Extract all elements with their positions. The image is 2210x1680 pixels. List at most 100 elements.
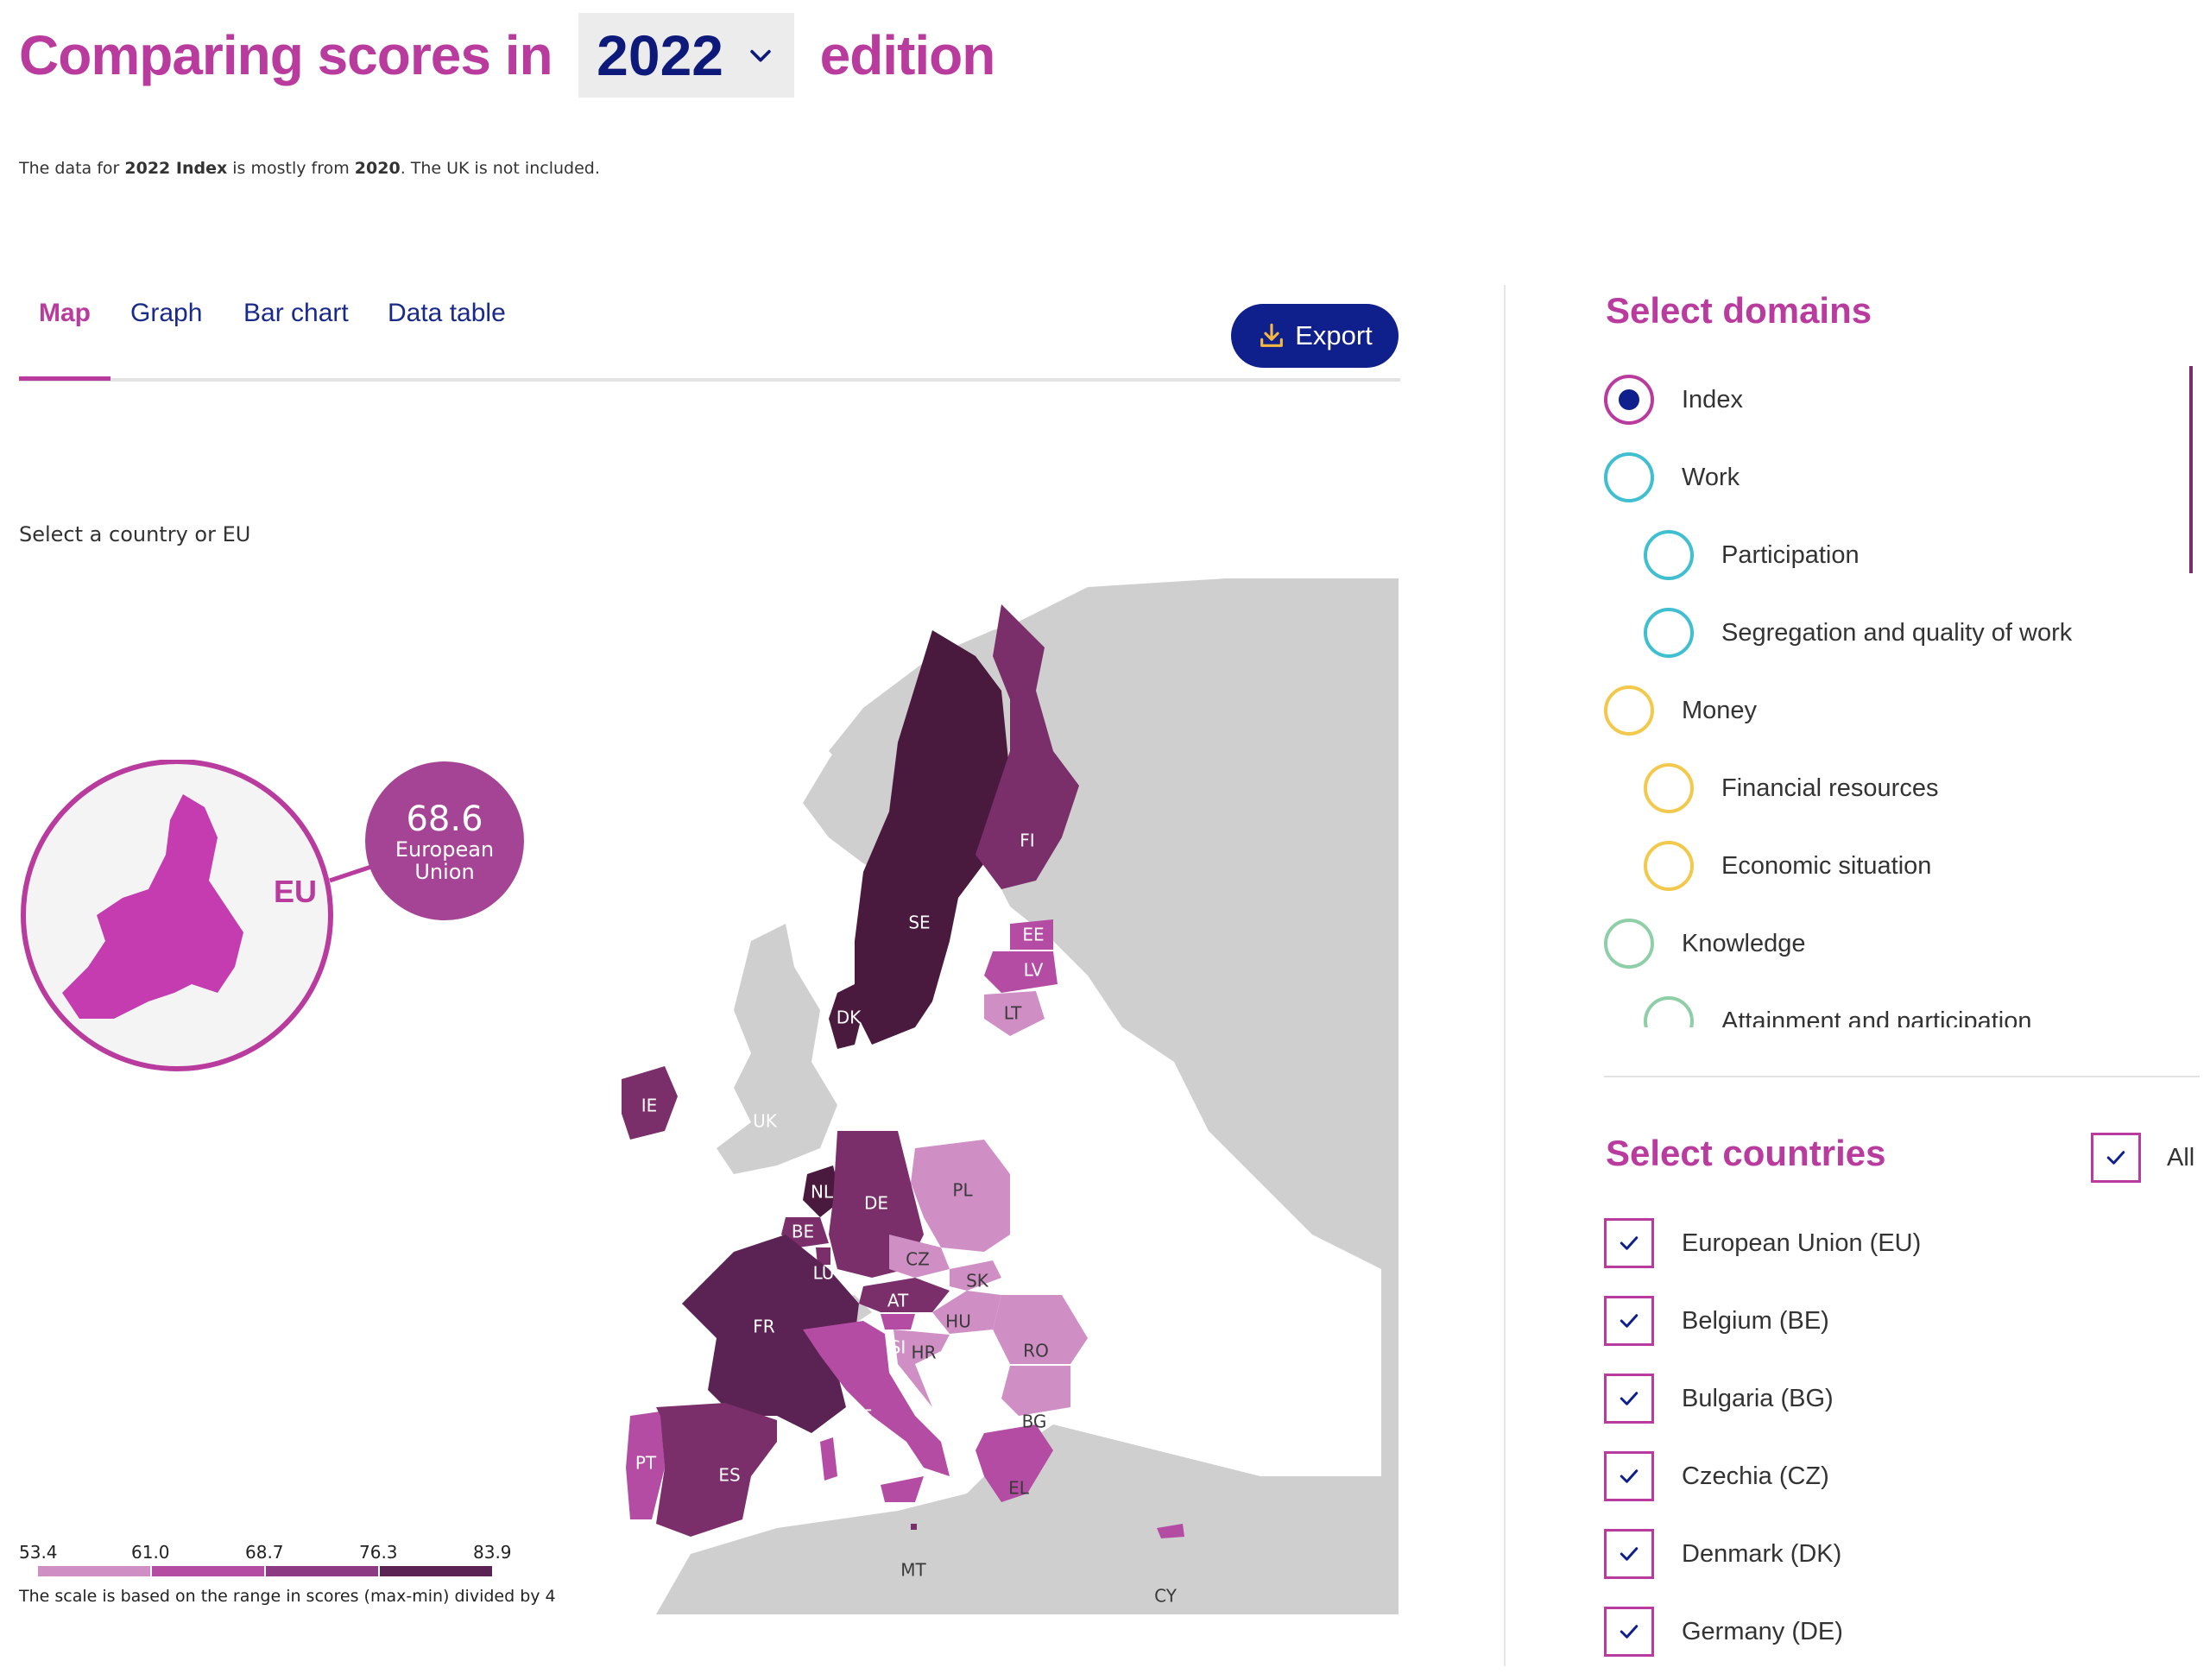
- country-hr[interactable]: [893, 1329, 950, 1407]
- data-note-text: . The UK is not included.: [400, 159, 600, 178]
- eu-score-circle: [365, 761, 524, 920]
- check-icon: [1620, 1236, 1639, 1250]
- radio-selected[interactable]: [1604, 375, 1654, 425]
- edition-year-select[interactable]: 2022: [578, 13, 794, 98]
- legend-tick: 83.9: [473, 1542, 512, 1563]
- map-label-sk: SK: [966, 1271, 989, 1292]
- domain-economic-situation[interactable]: Economic situation: [1644, 840, 1931, 892]
- radio[interactable]: [1644, 608, 1694, 658]
- countries-title: Select countries: [1606, 1133, 1886, 1173]
- radio[interactable]: [1644, 530, 1694, 580]
- country-dk[interactable]: [829, 984, 863, 1049]
- radio[interactable]: [1604, 919, 1654, 969]
- checkbox[interactable]: [1604, 1218, 1654, 1268]
- radio[interactable]: [1644, 996, 1694, 1027]
- country-se[interactable]: [855, 630, 1010, 1045]
- map-label-mt: MT: [900, 1560, 926, 1581]
- country-option-de[interactable]: Germany (DE): [1604, 1606, 1843, 1658]
- export-button[interactable]: Export: [1231, 304, 1399, 368]
- select-all-toggle[interactable]: All: [2091, 1133, 2194, 1183]
- domain-money[interactable]: Money: [1604, 685, 1757, 736]
- country-mt[interactable]: [911, 1524, 917, 1530]
- domain-segregation[interactable]: Segregation and quality of work: [1644, 607, 2072, 659]
- checkbox[interactable]: [1604, 1607, 1654, 1657]
- domain-knowledge[interactable]: Knowledge: [1604, 918, 1806, 969]
- country-es[interactable]: [656, 1403, 777, 1537]
- legend-tick: 76.3: [359, 1542, 398, 1563]
- radio[interactable]: [1644, 841, 1694, 891]
- tab-bar-chart[interactable]: Bar chart: [243, 299, 349, 327]
- country-option-cz[interactable]: Czechia (CZ): [1604, 1450, 1829, 1502]
- radio[interactable]: [1604, 452, 1654, 502]
- country-option-bg[interactable]: Bulgaria (BG): [1604, 1373, 1834, 1424]
- tab-graph[interactable]: Graph: [130, 299, 203, 327]
- eu-score-badge[interactable]: EU 68.6 European Union: [19, 759, 546, 1079]
- map-label-pl: PL: [952, 1180, 973, 1201]
- map-label-bg: BG: [1022, 1412, 1047, 1432]
- domains-list: Index Work Participation Segregation and…: [1604, 371, 2191, 1027]
- country-pt[interactable]: [626, 1412, 665, 1519]
- country-ro[interactable]: [993, 1295, 1088, 1364]
- country-cz[interactable]: [889, 1235, 950, 1278]
- country-bg[interactable]: [1001, 1366, 1070, 1416]
- legend-color-bar: [38, 1566, 606, 1576]
- country-lu[interactable]: [816, 1247, 830, 1265]
- europe-map[interactable]: SE FI EE LV LT DK IE UK NL BE LU DE PL C…: [466, 578, 1399, 1614]
- country-labels: SE FI EE LV LT DK IE UK NL BE LU DE PL C…: [635, 831, 1178, 1607]
- map-label-ee: EE: [1022, 925, 1044, 945]
- map-label-fi: FI: [1020, 831, 1034, 851]
- country-ie[interactable]: [622, 1066, 678, 1140]
- country-fi[interactable]: [976, 604, 1079, 889]
- country-it-sardinia[interactable]: [820, 1437, 837, 1481]
- domain-label: Financial resources: [1721, 774, 1939, 802]
- country-nl[interactable]: [803, 1165, 842, 1217]
- page-title-row: Comparing scores in 2022 edition: [19, 12, 995, 98]
- country-el[interactable]: [976, 1424, 1053, 1502]
- radio[interactable]: [1644, 763, 1694, 813]
- legend-swatch: [266, 1566, 378, 1576]
- domain-index[interactable]: Index: [1604, 374, 1743, 426]
- domain-work[interactable]: Work: [1604, 452, 1740, 503]
- country-it[interactable]: [803, 1321, 950, 1476]
- country-at[interactable]: [859, 1278, 950, 1312]
- domains-scrollbar[interactable]: [2189, 366, 2193, 573]
- legend-tick: 61.0: [131, 1542, 170, 1563]
- domain-participation[interactable]: Participation: [1644, 529, 1860, 581]
- country-option-label: European Union (EU): [1682, 1228, 1922, 1257]
- checkbox-all[interactable]: [2091, 1133, 2141, 1183]
- checkbox[interactable]: [1604, 1451, 1654, 1501]
- checkbox[interactable]: [1604, 1529, 1654, 1579]
- tab-data-table[interactable]: Data table: [388, 299, 506, 327]
- country-fr[interactable]: [682, 1235, 859, 1433]
- country-lv[interactable]: [984, 951, 1058, 993]
- country-option-eu[interactable]: European Union (EU): [1604, 1217, 1921, 1269]
- checkbox[interactable]: [1604, 1374, 1654, 1424]
- eu-score-value: 68.6: [406, 799, 483, 839]
- country-it-sicily[interactable]: [881, 1476, 924, 1502]
- map-label-uk: UK: [753, 1111, 778, 1132]
- map-label-lv: LV: [1024, 960, 1044, 981]
- radio[interactable]: [1604, 685, 1654, 736]
- check-icon: [2106, 1151, 2125, 1165]
- country-cy[interactable]: [1157, 1524, 1184, 1538]
- country-pl[interactable]: [911, 1140, 1010, 1252]
- country-option-label: Czechia (CZ): [1682, 1462, 1829, 1490]
- domain-attainment[interactable]: Attainment and participation: [1644, 995, 2032, 1027]
- country-si[interactable]: [881, 1314, 915, 1329]
- map-label-hr: HR: [912, 1342, 937, 1363]
- country-option-be[interactable]: Belgium (BE): [1604, 1295, 1829, 1347]
- domain-label: Knowledge: [1682, 929, 1806, 957]
- domain-financial-resources[interactable]: Financial resources: [1644, 762, 1938, 814]
- country-sk[interactable]: [950, 1260, 1001, 1291]
- radio-dot: [1619, 389, 1639, 410]
- map-label-be: BE: [792, 1222, 814, 1242]
- check-icon: [1620, 1547, 1639, 1561]
- map-hint: Select a country or EU: [19, 522, 251, 546]
- country-lt[interactable]: [984, 991, 1045, 1036]
- country-be[interactable]: [781, 1217, 829, 1247]
- country-option-dk[interactable]: Denmark (DK): [1604, 1528, 1841, 1580]
- tab-map[interactable]: Map: [39, 299, 91, 327]
- country-hu[interactable]: [932, 1291, 1001, 1334]
- checkbox[interactable]: [1604, 1296, 1654, 1346]
- country-ee[interactable]: [1010, 919, 1053, 950]
